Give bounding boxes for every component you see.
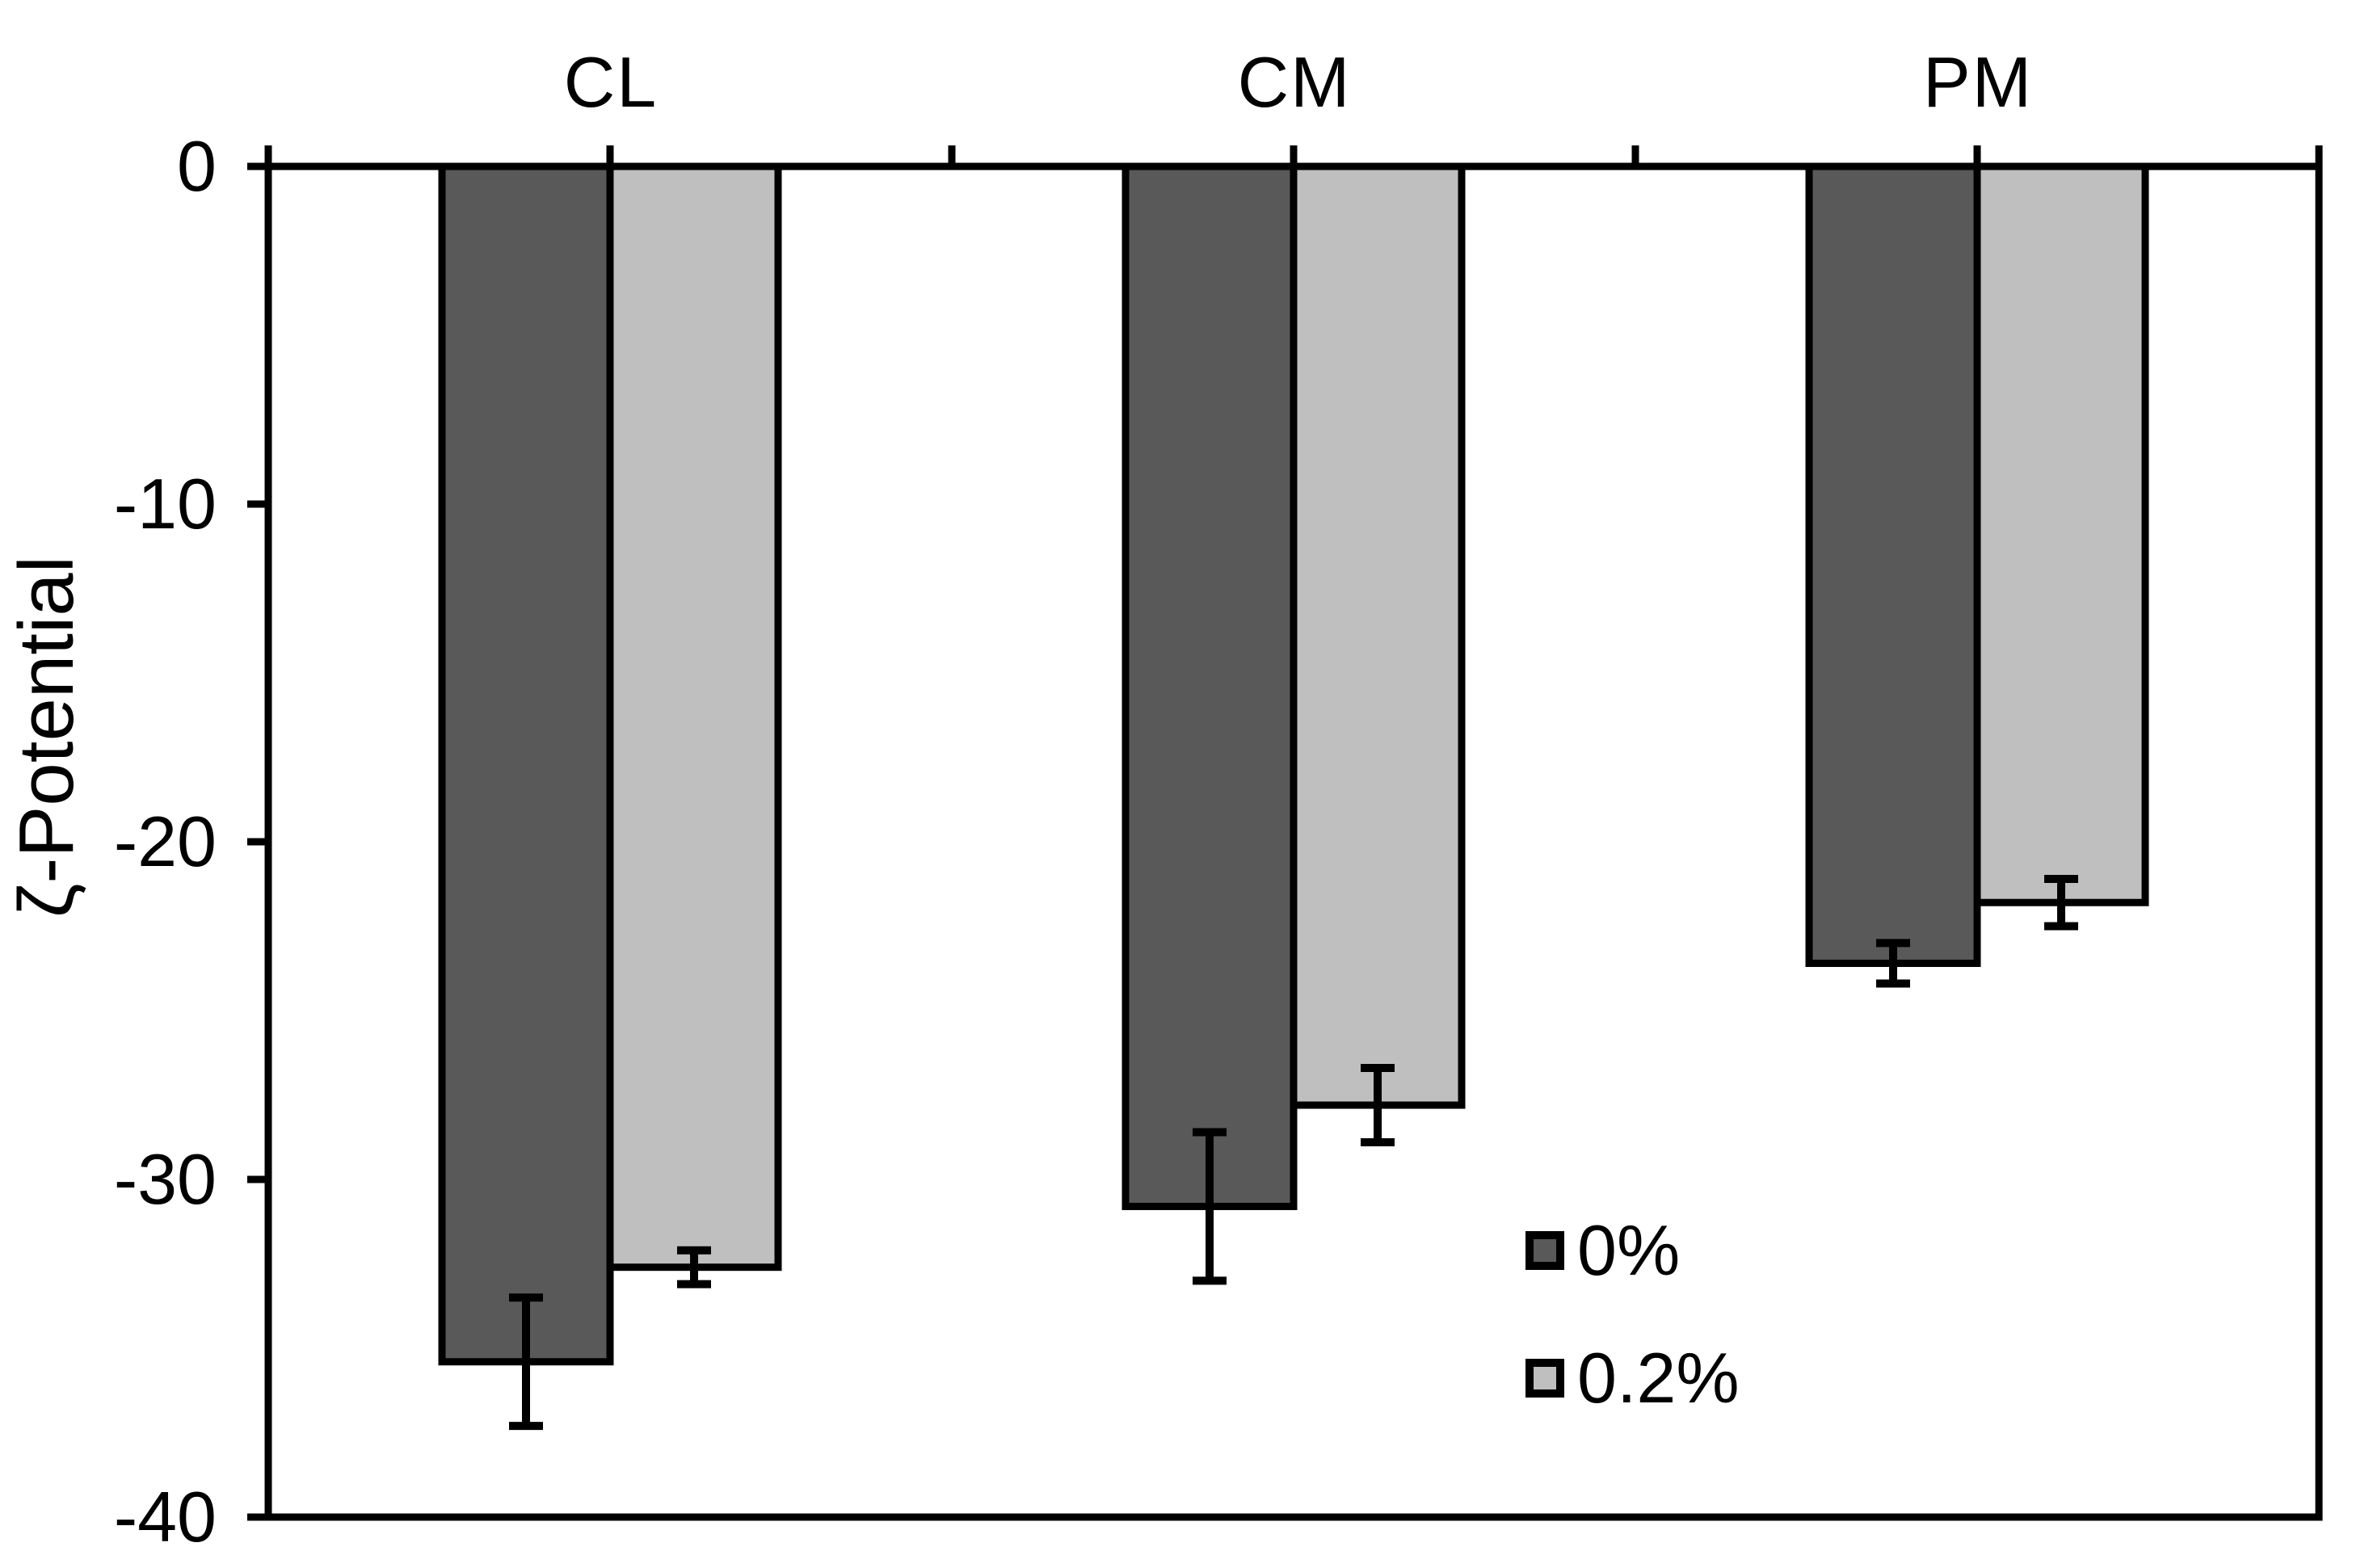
legend-entry-0pct: 0% [1525, 1212, 1740, 1289]
bar-CL-0% [438, 162, 614, 1366]
bar-CL-0.2% [606, 162, 782, 1272]
legend: 0% 0.2% [1525, 1212, 1740, 1417]
bar-PM-0.2% [1973, 162, 2149, 906]
category-label-cl: CL [563, 42, 659, 122]
y-axis-title: ζ-Potential [3, 556, 90, 918]
legend-swatch-0-2pct [1525, 1359, 1564, 1398]
y-tick-label-10: -10 [113, 464, 217, 544]
y-tick-label-0: 0 [177, 126, 217, 206]
legend-swatch-0pct [1525, 1231, 1564, 1270]
category-label-pm: PM [1923, 42, 2033, 122]
category-label-cm: CM [1237, 42, 1352, 122]
legend-label-0-2pct: 0.2% [1577, 1338, 1740, 1418]
legend-entry-0-2pct: 0.2% [1525, 1339, 1740, 1417]
bar-CM-0.2% [1290, 162, 1466, 1109]
bar-PM-0% [1805, 162, 1981, 967]
y-tick-label-30: -30 [113, 1139, 217, 1219]
bar-CM-0% [1121, 162, 1298, 1210]
legend-label-0pct: 0% [1577, 1210, 1681, 1290]
y-tick-label-20: -20 [113, 801, 217, 881]
y-tick-label-40: -40 [113, 1477, 217, 1557]
